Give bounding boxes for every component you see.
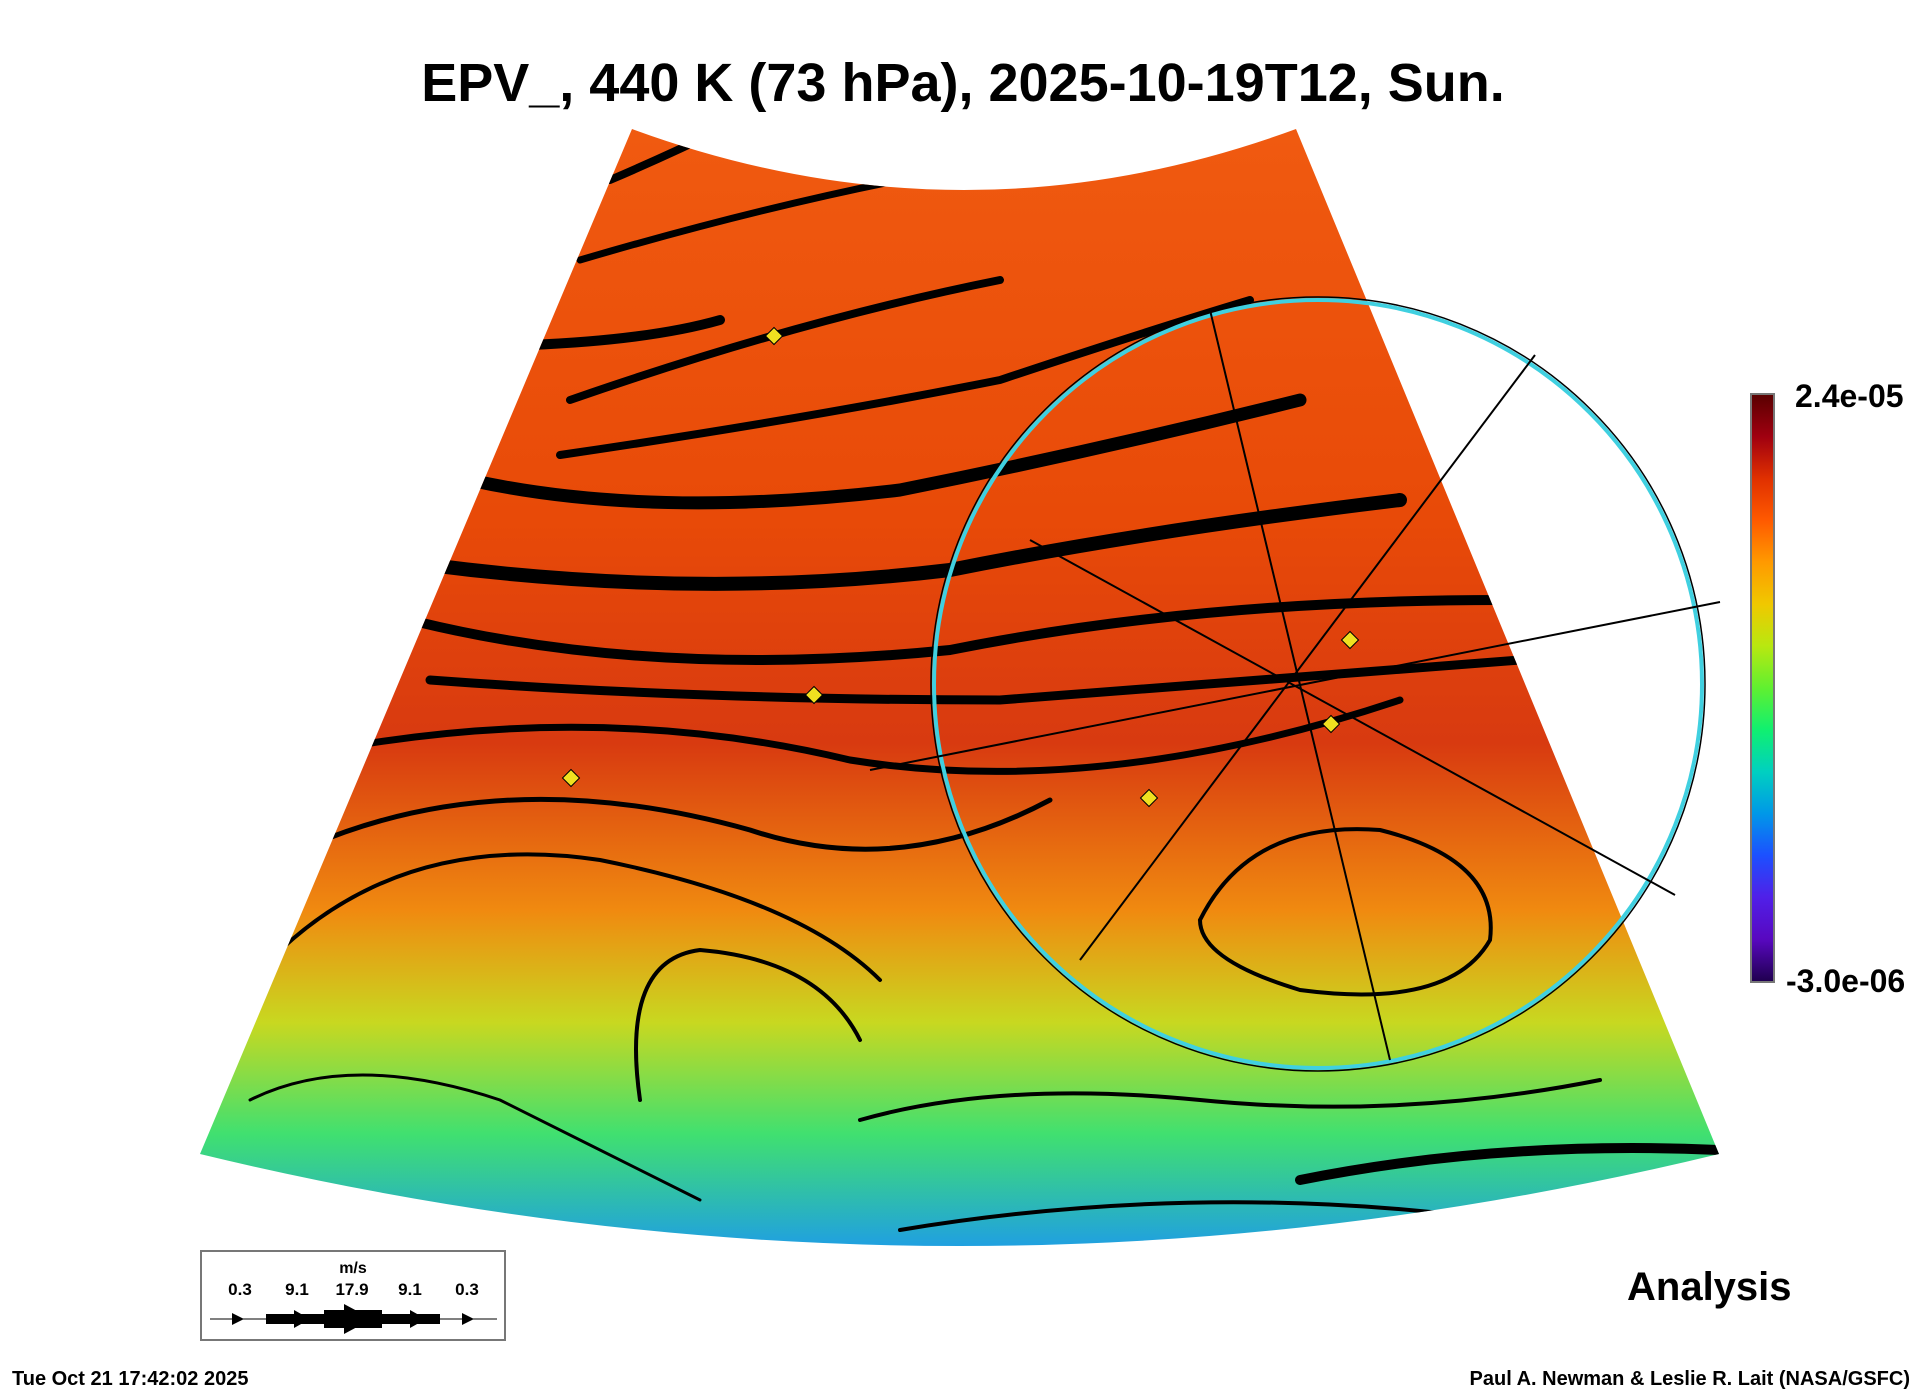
wind-value: 9.1 [285, 1280, 309, 1299]
range-circle [869, 296, 1721, 1072]
wind-unit: m/s [339, 1260, 367, 1277]
colorbar-min-label: -3.0e-06 [1786, 963, 1906, 999]
chart-title: EPV_, 440 K (73 hPa), 2025-10-19T12, Sun… [421, 53, 1505, 113]
colorbar [1750, 393, 1775, 983]
site-markers [561, 326, 1360, 808]
streamlines [248, 129, 1719, 1232]
colorbar-max-label: 2.4e-05 [1795, 378, 1904, 414]
wind-value: 17.9 [335, 1280, 369, 1299]
wind-value: 9.1 [398, 1280, 422, 1299]
analysis-label: Analysis [1627, 1265, 1792, 1309]
timestamp: Tue Oct 21 17:42:02 2025 [12, 1368, 249, 1390]
wind-arrow-scale [210, 1304, 497, 1334]
credit: Paul A. Newman & Leslie R. Lait (NASA/GS… [1469, 1368, 1910, 1390]
wind-value: 0.3 [228, 1280, 252, 1299]
epv-field [200, 129, 1719, 1246]
wind-value: 0.3 [455, 1280, 479, 1299]
wind-legend: m/s 0.3 9.1 17.9 9.1 0.3 [200, 1250, 506, 1341]
